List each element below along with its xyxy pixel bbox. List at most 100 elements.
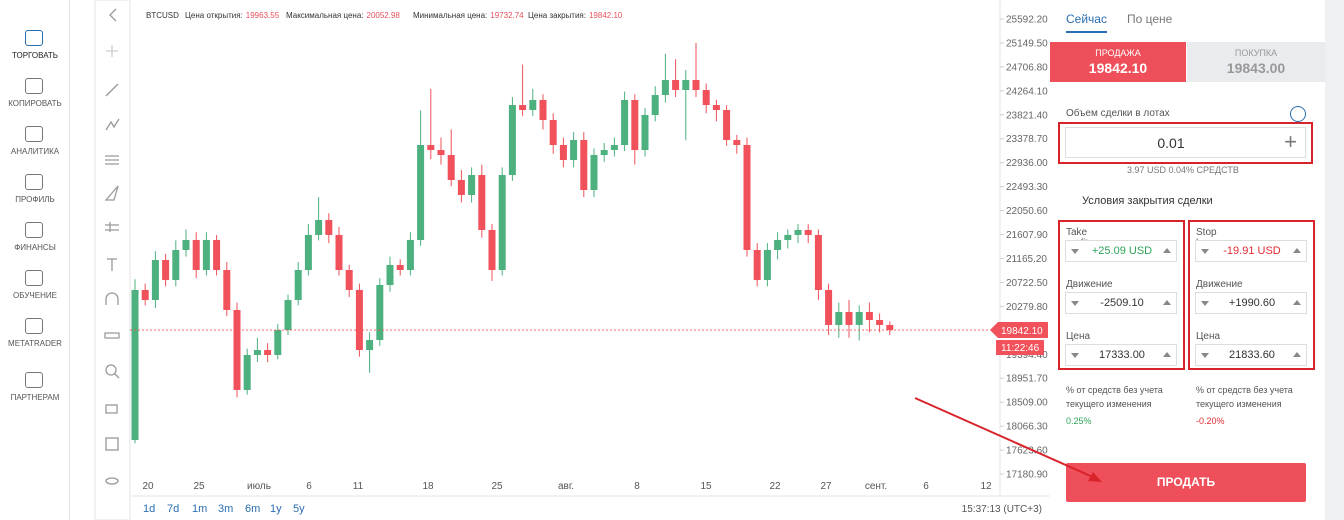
info-value: 19732.74 [490,11,524,20]
symbol: BTCUSD [146,11,179,20]
down-caret[interactable] [1201,301,1209,306]
candle-body [814,234,822,290]
candle-body [192,239,200,271]
period[interactable]: 5y [293,503,305,515]
x-tick-label: 20 [142,481,154,492]
candle-body [876,319,884,325]
candle-body [345,270,353,290]
x-tick-label: авг. [558,481,574,492]
candle-body [406,239,414,271]
up-caret[interactable] [1163,248,1171,253]
chart-bg [70,0,1050,520]
nav-icon[interactable] [25,270,43,286]
nav-icon[interactable] [25,174,43,190]
up-caret[interactable] [1163,300,1171,305]
y-tick-label: 22493.30 [1006,182,1048,193]
nav-label[interactable]: ПРОФИЛЬ [15,195,55,204]
price-tag [990,322,1048,339]
candle-body [519,105,527,110]
nav-label[interactable]: ОБУЧЕНИЕ [13,291,57,300]
note: % от средств без учета текущего изменени… [1196,385,1293,409]
info-label: Максимальная цена: 20052.98 [286,11,400,20]
candle-body [366,340,374,351]
info-value: 20052.98 [367,11,401,20]
candle-body [151,259,159,300]
period[interactable]: 3m [218,503,233,515]
period[interactable]: 1d [143,503,155,515]
y-tick-label: 24264.10 [1006,86,1048,97]
candle-body [427,144,435,151]
tab[interactable]: Сейчас [1066,12,1107,33]
candle-body [743,144,751,250]
candle-body [682,80,690,90]
buy-box[interactable]: ПОКУПКА 19843.00 [1187,42,1325,82]
period[interactable]: 1m [192,503,207,515]
nav-label[interactable]: АНАЛИТИКА [10,147,60,156]
candle-body [774,239,782,250]
field[interactable]: -19.91 USD [1195,240,1307,262]
field[interactable]: 17333.00 [1065,344,1177,366]
period[interactable]: 7d [167,503,179,515]
nav-label[interactable]: ПАРТНЕРАМ [10,393,60,402]
candle-body [264,350,272,355]
candle-body [457,179,465,195]
x-tick-label: 25 [491,481,503,492]
candle-body [325,219,333,235]
down-caret[interactable] [1071,301,1079,306]
x-tick-label: 22 [769,481,781,492]
field-value: -19.91 USD [1223,245,1281,257]
field[interactable]: +25.09 USD [1065,240,1177,262]
up-caret[interactable] [1293,300,1301,305]
nav-icon[interactable] [25,30,43,46]
field[interactable]: -2509.10 [1065,292,1177,314]
candle-body [580,140,588,191]
candle-body [631,99,639,151]
nav-label[interactable]: ФИНАНСЫ [14,243,56,252]
down-caret[interactable] [1071,353,1079,358]
down-caret[interactable] [1201,249,1209,254]
help-icon[interactable] [1290,106,1306,122]
highlight [1188,220,1315,370]
nav-icon[interactable] [25,372,43,388]
plus-icon[interactable]: + [1284,129,1297,154]
candle-body [253,350,261,355]
candle-body [825,289,833,325]
y-tick-label: 20279.80 [1006,302,1048,313]
nav-label[interactable]: METATRADER [8,339,62,348]
field-value: +1990.60 [1228,297,1276,309]
y-tick-label: 25592.20 [1006,15,1048,26]
nav-label[interactable]: КОПИРОВАТЬ [8,99,62,108]
up-caret[interactable] [1293,248,1301,253]
highlight [1058,220,1185,370]
candle-body [172,249,180,280]
down-caret[interactable] [1071,249,1079,254]
candle-body [835,311,843,325]
tab[interactable]: По цене [1127,12,1173,26]
down-caret[interactable] [1201,353,1209,358]
y-tick-label: 23378.70 [1006,134,1048,145]
candle-body [539,99,547,121]
up-caret[interactable] [1163,352,1171,357]
period[interactable]: 6m [245,503,260,515]
field[interactable]: 21833.60 [1195,344,1307,366]
volume-input[interactable]: 0.01 + [1065,127,1306,158]
nav-icon[interactable] [25,78,43,94]
info-key: Цена открытия: [185,11,243,20]
candle-body [488,229,496,271]
field[interactable]: +1990.60 [1195,292,1307,314]
nav-icon[interactable] [25,126,43,142]
y-tick-label: 17623.60 [1006,446,1048,457]
nav-label[interactable]: ТОРГОВАТЬ [11,51,59,60]
sell-button[interactable]: ПРОДАТЬ [1066,463,1306,502]
up-caret[interactable] [1293,352,1301,357]
candle-body [692,80,700,90]
nav-icon[interactable] [25,222,43,238]
x-tick-label: 11 [353,481,364,492]
period[interactable]: 1y [270,503,282,515]
sell-box[interactable]: ПРОДАЖА 19842.10 [1050,42,1186,82]
candle-body [315,219,323,235]
close-conditions[interactable]: Условия закрытия сделки [1082,195,1213,207]
nav-icon[interactable] [25,318,43,334]
field-value: -2509.10 [1100,297,1144,309]
